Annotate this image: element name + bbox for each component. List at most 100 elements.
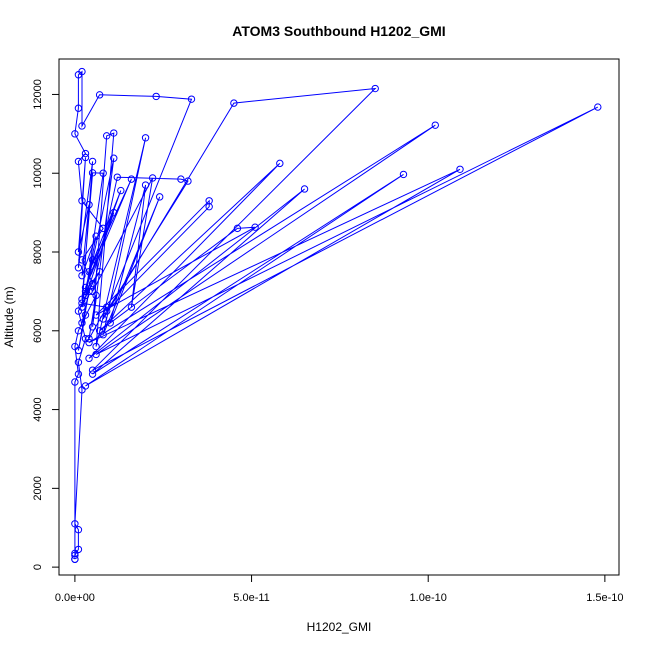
y-axis: 0 2000 4000 6000 8000 10000 12000 [32, 79, 60, 570]
y-tick-label: 12000 [32, 79, 44, 110]
data-point [155, 193, 164, 201]
y-axis-label: Altitude (m) [2, 286, 16, 347]
y-tick-label: 4000 [32, 397, 44, 421]
data-point [88, 366, 97, 374]
data-point [71, 342, 79, 351]
data-point [127, 175, 136, 183]
data-point [74, 358, 83, 366]
data-point [95, 268, 104, 276]
data-point [95, 91, 104, 99]
data-point [205, 203, 213, 211]
data-point [106, 319, 114, 327]
data-point [102, 132, 111, 140]
data-point [456, 165, 464, 173]
data-point [102, 307, 111, 315]
data-point [81, 149, 90, 158]
data-point [85, 338, 93, 347]
series-line [74, 70, 599, 560]
data-point [230, 99, 238, 107]
data-point [85, 334, 93, 343]
data-point [88, 169, 97, 177]
data-point [78, 256, 86, 264]
data-point [141, 181, 150, 189]
data-point [99, 315, 107, 323]
data-point [81, 153, 90, 162]
data-point [78, 122, 86, 130]
data-point [74, 526, 83, 534]
data-point [99, 169, 107, 177]
data-point [81, 287, 90, 296]
data-point [141, 134, 150, 142]
data-point [102, 303, 111, 311]
data-point [594, 103, 602, 111]
chart-title: ATOM3 Southbound H1202_GMI [232, 23, 445, 39]
data-point [99, 224, 107, 233]
data-point [88, 279, 97, 288]
data-point [85, 268, 93, 276]
data-point [233, 224, 242, 233]
data-point [184, 177, 192, 185]
data-point [110, 154, 118, 162]
data-point [300, 185, 309, 193]
data-point [78, 197, 86, 205]
y-tick-label: 6000 [32, 319, 44, 343]
data-point [78, 303, 86, 311]
data-point [88, 323, 97, 331]
data-point [92, 291, 100, 300]
data-point [71, 130, 79, 138]
data-point [371, 84, 379, 93]
data-point [78, 271, 86, 280]
data-point [92, 311, 100, 319]
data-point [71, 551, 79, 560]
y-tick-label: 10000 [32, 158, 44, 189]
data-point [74, 104, 83, 112]
data-point [399, 170, 408, 179]
x-axis-label: H1202_GMI [307, 620, 372, 634]
data-point [187, 95, 196, 103]
data-point [99, 331, 107, 339]
data-point [276, 159, 284, 168]
data-point [88, 370, 97, 378]
data-point [88, 256, 97, 264]
data-point [78, 67, 86, 76]
data-point [110, 129, 118, 137]
x-tick-label: 1.0e-10 [410, 592, 447, 604]
x-tick-label: 0.0e+00 [55, 592, 95, 604]
data-point [92, 232, 100, 240]
data-point [110, 208, 118, 217]
data-point [74, 157, 83, 166]
data-point [431, 121, 439, 129]
data-point [127, 303, 136, 311]
x-tick-label: 1.5e-10 [586, 592, 623, 604]
data-point [85, 201, 93, 209]
data-point [74, 248, 83, 256]
data-point [85, 287, 93, 296]
x-tick-label: 5.0e-11 [233, 592, 270, 604]
data-point [71, 520, 79, 528]
data-point [152, 92, 160, 101]
data-point [117, 186, 125, 195]
y-tick-label: 8000 [32, 240, 44, 264]
data-point [71, 378, 79, 386]
data-point [74, 327, 83, 335]
data-point [78, 299, 86, 307]
data-point [148, 174, 157, 182]
data-point [177, 175, 185, 183]
y-tick-label: 0 [32, 564, 44, 570]
y-tick-label: 2000 [32, 476, 44, 500]
data-point [74, 264, 83, 272]
data-point [251, 223, 259, 231]
data-point [81, 382, 90, 390]
data-point [113, 173, 121, 181]
data-point [92, 350, 100, 359]
data-point [81, 311, 90, 319]
data-point [78, 319, 86, 327]
data-point [74, 370, 83, 378]
data-point [71, 555, 79, 563]
data-point [88, 157, 97, 166]
data-point [92, 342, 100, 351]
x-axis: 0.0e+00 5.0e-11 1.0e-10 1.5e-10 [55, 574, 624, 604]
series-layer [71, 67, 602, 563]
data-point [85, 354, 93, 363]
